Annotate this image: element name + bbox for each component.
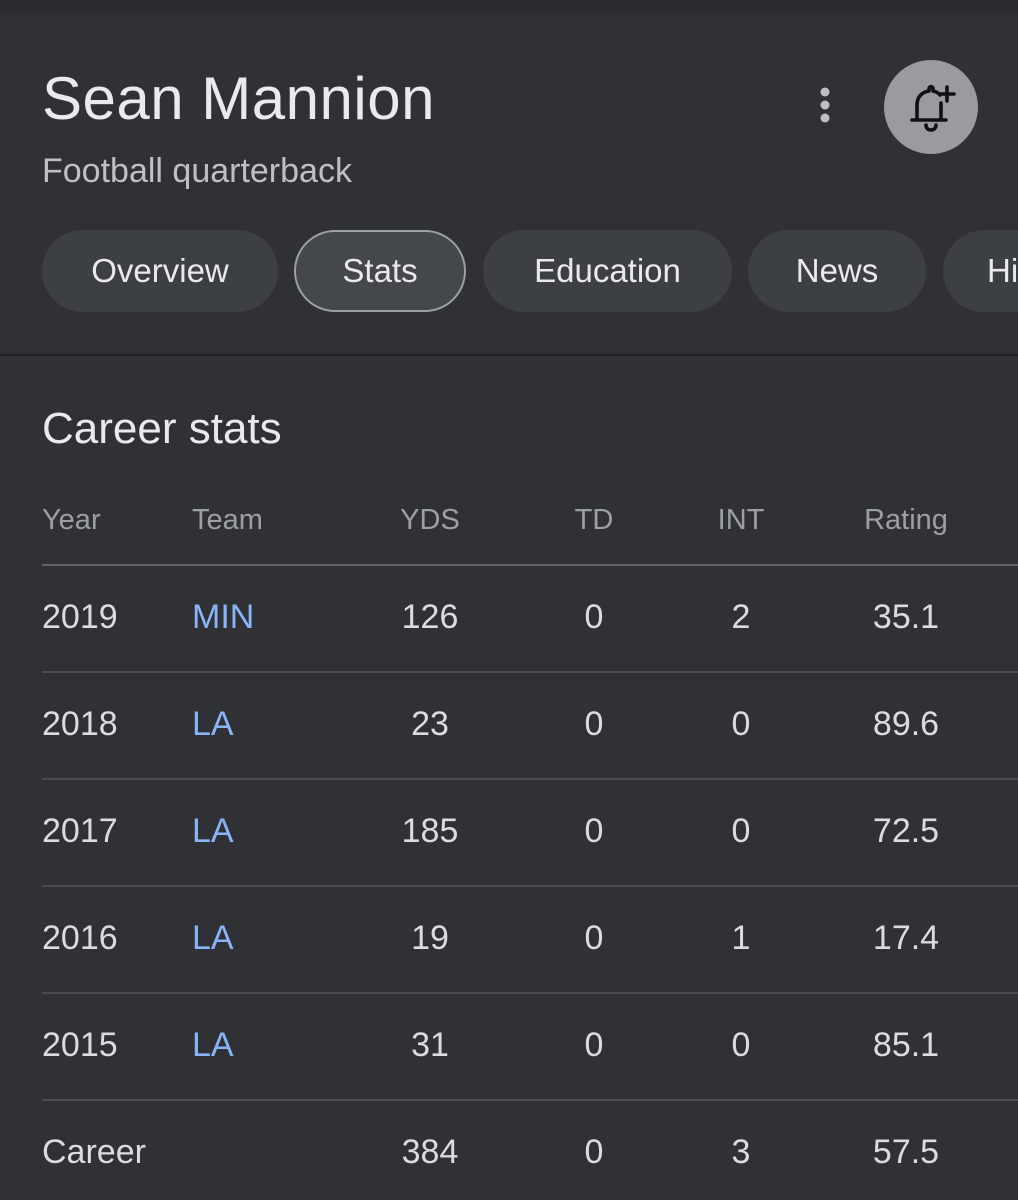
team-link[interactable]: LA xyxy=(192,919,234,957)
career-stats-title: Career stats xyxy=(42,404,282,453)
table-row: 2015 LA 31 0 0 85.1 xyxy=(42,994,1018,1101)
page-title: Sean Mannion xyxy=(42,65,435,132)
tab-bar: Overview Stats Education News Hi xyxy=(42,230,1018,312)
yds-cell: 185 xyxy=(401,812,459,850)
table-header-row: Year Team YDS TD INT Rating xyxy=(42,490,1018,566)
td-cell: 0 xyxy=(584,919,604,957)
yds-cell: 31 xyxy=(411,1026,449,1064)
td-cell: 0 xyxy=(584,1026,604,1064)
add-alert-bell-icon xyxy=(910,84,956,132)
year-cell: 2015 xyxy=(42,1026,118,1064)
td-cell: 0 xyxy=(584,705,604,743)
int-cell: 1 xyxy=(731,919,751,957)
header-divider xyxy=(0,354,1018,356)
column-header-int: INT xyxy=(717,504,765,536)
td-cell: 0 xyxy=(584,812,604,850)
yds-cell: 126 xyxy=(401,598,459,636)
team-link[interactable]: LA xyxy=(192,705,234,743)
column-header-td: TD xyxy=(574,504,614,536)
rating-cell: 17.4 xyxy=(872,919,940,957)
table-row: 2019 MIN 126 0 2 35.1 xyxy=(42,566,1018,673)
column-header-year: Year xyxy=(42,504,101,536)
tab-stats[interactable]: Stats xyxy=(294,230,466,312)
career-label: Career xyxy=(42,1133,146,1171)
top-edge xyxy=(0,0,1018,12)
table-row: 2017 LA 185 0 0 72.5 xyxy=(42,780,1018,887)
yds-cell: 19 xyxy=(411,919,449,957)
career-rating-cell: 57.5 xyxy=(872,1133,940,1171)
more-vert-icon xyxy=(820,87,830,123)
team-link[interactable]: MIN xyxy=(192,598,255,636)
yds-cell: 23 xyxy=(411,705,449,743)
career-int-cell: 3 xyxy=(731,1133,751,1171)
tab-education[interactable]: Education xyxy=(483,230,732,312)
column-header-team: Team xyxy=(192,504,263,536)
year-cell: 2017 xyxy=(42,812,118,850)
year-cell: 2018 xyxy=(42,705,118,743)
follow-notifications-button[interactable] xyxy=(884,60,978,154)
career-stats-table: Year Team YDS TD INT Rating 2019 MIN 126… xyxy=(42,490,1018,1200)
tab-history[interactable]: Hi xyxy=(943,230,1018,312)
rating-cell: 89.6 xyxy=(872,705,940,743)
column-header-rating: Rating xyxy=(864,504,948,536)
int-cell: 0 xyxy=(731,705,751,743)
tab-overview[interactable]: Overview xyxy=(42,230,278,312)
table-row: 2018 LA 23 0 0 89.6 xyxy=(42,673,1018,780)
int-cell: 0 xyxy=(731,1026,751,1064)
rating-cell: 85.1 xyxy=(872,1026,940,1064)
td-cell: 0 xyxy=(584,598,604,636)
more-options-button[interactable] xyxy=(800,80,850,130)
tab-news[interactable]: News xyxy=(748,230,926,312)
career-yds-cell: 384 xyxy=(401,1133,459,1171)
rating-cell: 35.1 xyxy=(872,598,940,636)
team-link[interactable]: LA xyxy=(192,812,234,850)
career-td-cell: 0 xyxy=(584,1133,604,1171)
column-header-yds: YDS xyxy=(400,504,460,536)
year-cell: 2019 xyxy=(42,598,118,636)
rating-cell: 72.5 xyxy=(872,812,940,850)
int-cell: 2 xyxy=(731,598,751,636)
career-total-row: Career 384 0 3 57.5 xyxy=(42,1101,1018,1200)
year-cell: 2016 xyxy=(42,919,118,957)
int-cell: 0 xyxy=(731,812,751,850)
table-row: 2016 LA 19 0 1 17.4 xyxy=(42,887,1018,994)
page-subtitle: Football quarterback xyxy=(42,152,352,190)
team-link[interactable]: LA xyxy=(192,1026,234,1064)
